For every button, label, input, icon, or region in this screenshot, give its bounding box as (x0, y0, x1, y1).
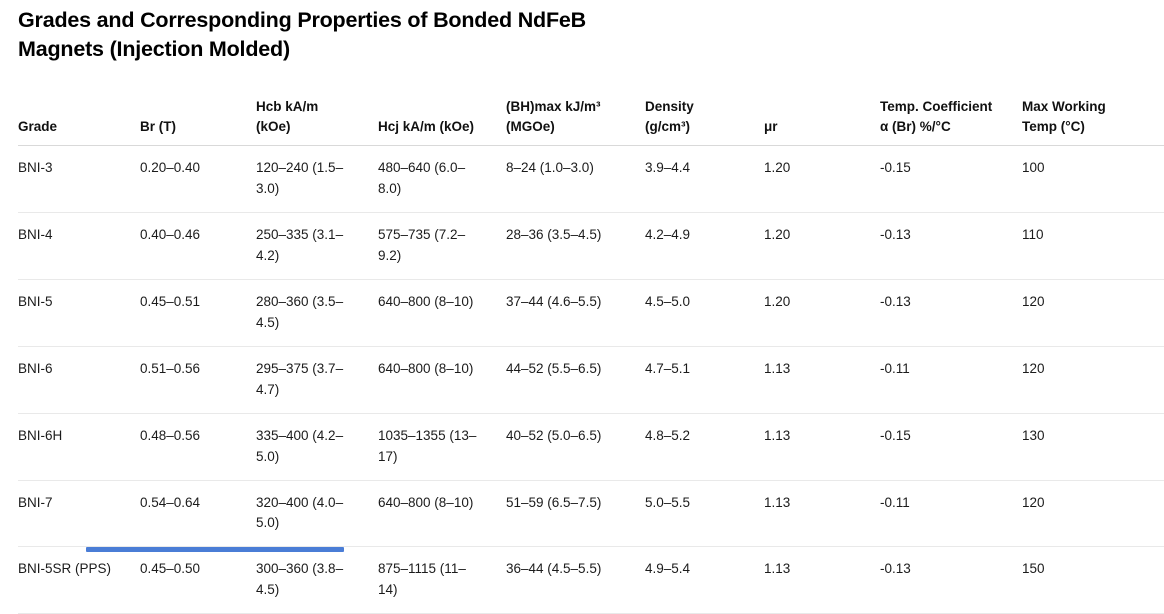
value-cell: -0.15 (880, 413, 1022, 481)
value-cell: 0.20–0.40 (140, 145, 256, 214)
value-cell: -0.13 (880, 546, 1022, 614)
value-cell: 640–800 (8–10) (378, 346, 506, 414)
column-header-8: Max Working Temp (°C) (1022, 79, 1164, 147)
column-header-5: Density (g/cm³) (645, 79, 764, 147)
grade-cell: BNI-4 (18, 212, 140, 280)
value-cell: 0.40–0.46 (140, 212, 256, 280)
value-cell: 640–800 (8–10) (378, 480, 506, 548)
value-cell: 1.13 (764, 413, 880, 481)
column-header-4: (BH)max kJ/m³ (MGOe) (506, 79, 645, 147)
grade-cell: BNI-3 (18, 145, 140, 214)
value-cell: 1.13 (764, 480, 880, 548)
table-row: BNI-6H 0.48–0.56 335–400 (4.2–5.0) 1035–135… (18, 413, 1164, 481)
column-header-3: Hcj kA/m (kOe) (378, 79, 506, 147)
table-row: BNI-6 0.51–0.56 295–375 (3.7–4.7) 640–800 (… (18, 346, 1164, 414)
value-cell: 120 (1022, 279, 1164, 347)
value-cell: 130 (1022, 413, 1164, 481)
value-cell: -0.11 (880, 480, 1022, 548)
value-cell: 100 (1022, 145, 1164, 214)
value-cell: 4.9–5.4 (645, 546, 764, 614)
grade-cell: BNI-5 (18, 279, 140, 347)
value-cell: -0.13 (880, 212, 1022, 280)
value-cell: 480–640 (6.0–8.0) (378, 145, 506, 214)
grade-cell: BNI-7 (18, 480, 140, 548)
value-cell: 28–36 (3.5–4.5) (506, 212, 645, 280)
value-cell: 295–375 (3.7–4.7) (256, 346, 378, 414)
value-cell: 8–24 (1.0–3.0) (506, 145, 645, 214)
partial-blue-bar (86, 547, 344, 552)
value-cell: 335–400 (4.2–5.0) (256, 413, 378, 481)
value-cell: 1.20 (764, 212, 880, 280)
value-cell: 37–44 (4.6–5.5) (506, 279, 645, 347)
value-cell: -0.15 (880, 145, 1022, 214)
value-cell: -0.13 (880, 279, 1022, 347)
page: Grades and Corresponding Properties of B… (0, 6, 1164, 614)
value-cell: 120 (1022, 346, 1164, 414)
value-cell: 0.51–0.56 (140, 346, 256, 414)
value-cell: 640–800 (8–10) (378, 279, 506, 347)
value-cell: 875–1115 (11–14) (378, 546, 506, 614)
header-row: Grade Br (T) Hcb kA/m (kOe) Hcj kA/m (kOe)(… (18, 79, 1164, 147)
column-header-0: Grade (18, 79, 140, 147)
grade-cell: BNI-5SR (PPS) (18, 546, 140, 614)
value-cell: 1.13 (764, 546, 880, 614)
value-cell: 36–44 (4.5–5.5) (506, 546, 645, 614)
value-cell: 150 (1022, 546, 1164, 614)
value-cell: 300–360 (3.8–4.5) (256, 546, 378, 614)
table-row: BNI-3 0.20–0.40 120–240 (1.5–3.0) 480–640 (… (18, 145, 1164, 214)
column-header-2: Hcb kA/m (kOe) (256, 79, 378, 147)
value-cell: 110 (1022, 212, 1164, 280)
magnet-properties-table: Grade Br (T) Hcb kA/m (kOe) Hcj kA/m (kOe)(… (18, 79, 1164, 614)
value-cell: 0.48–0.56 (140, 413, 256, 481)
value-cell: 250–335 (3.1–4.2) (256, 212, 378, 280)
value-cell: 280–360 (3.5–4.5) (256, 279, 378, 347)
value-cell: 4.2–4.9 (645, 212, 764, 280)
column-header-1: Br (T) (140, 79, 256, 147)
table-row: BNI-4 0.40–0.46 250–335 (3.1–4.2) 575–735 (… (18, 212, 1164, 280)
value-cell: 3.9–4.4 (645, 145, 764, 214)
value-cell: 0.45–0.50 (140, 546, 256, 614)
value-cell: 0.54–0.64 (140, 480, 256, 548)
value-cell: 1035–1355 (13–17) (378, 413, 506, 481)
value-cell: 4.5–5.0 (645, 279, 764, 347)
value-cell: 1.13 (764, 346, 880, 414)
value-cell: 44–52 (5.5–6.5) (506, 346, 645, 414)
value-cell: 1.20 (764, 279, 880, 347)
column-header-6: μr (764, 79, 880, 147)
value-cell: 4.8–5.2 (645, 413, 764, 481)
value-cell: 4.7–5.1 (645, 346, 764, 414)
value-cell: 0.45–0.51 (140, 279, 256, 347)
value-cell: 1.20 (764, 145, 880, 214)
value-cell: 120 (1022, 480, 1164, 548)
grade-cell: BNI-6H (18, 413, 140, 481)
table-row: BNI-5 0.45–0.51 280–360 (3.5–4.5) 640–800 (… (18, 279, 1164, 347)
value-cell: 51–59 (6.5–7.5) (506, 480, 645, 548)
column-header-7: Temp. Coefficient α (Br) %/°C (880, 79, 1022, 147)
value-cell: -0.11 (880, 346, 1022, 414)
value-cell: 320–400 (4.0–5.0) (256, 480, 378, 548)
grade-cell: BNI-6 (18, 346, 140, 414)
table-body: BNI-3 0.20–0.40 120–240 (1.5–3.0) 480–640 (… (18, 145, 1164, 614)
table-row: BNI-7 0.54–0.64 320–400 (4.0–5.0) 640–800 (… (18, 480, 1164, 548)
value-cell: 120–240 (1.5–3.0) (256, 145, 378, 214)
table-row: BNI-5SR (PPS) 0.45–0.50 300–360 (3.8–4.5) 8… (18, 546, 1164, 614)
value-cell: 40–52 (5.0–6.5) (506, 413, 645, 481)
value-cell: 575–735 (7.2–9.2) (378, 212, 506, 280)
page-title: Grades and Corresponding Properties of B… (18, 8, 586, 61)
value-cell: 5.0–5.5 (645, 480, 764, 548)
